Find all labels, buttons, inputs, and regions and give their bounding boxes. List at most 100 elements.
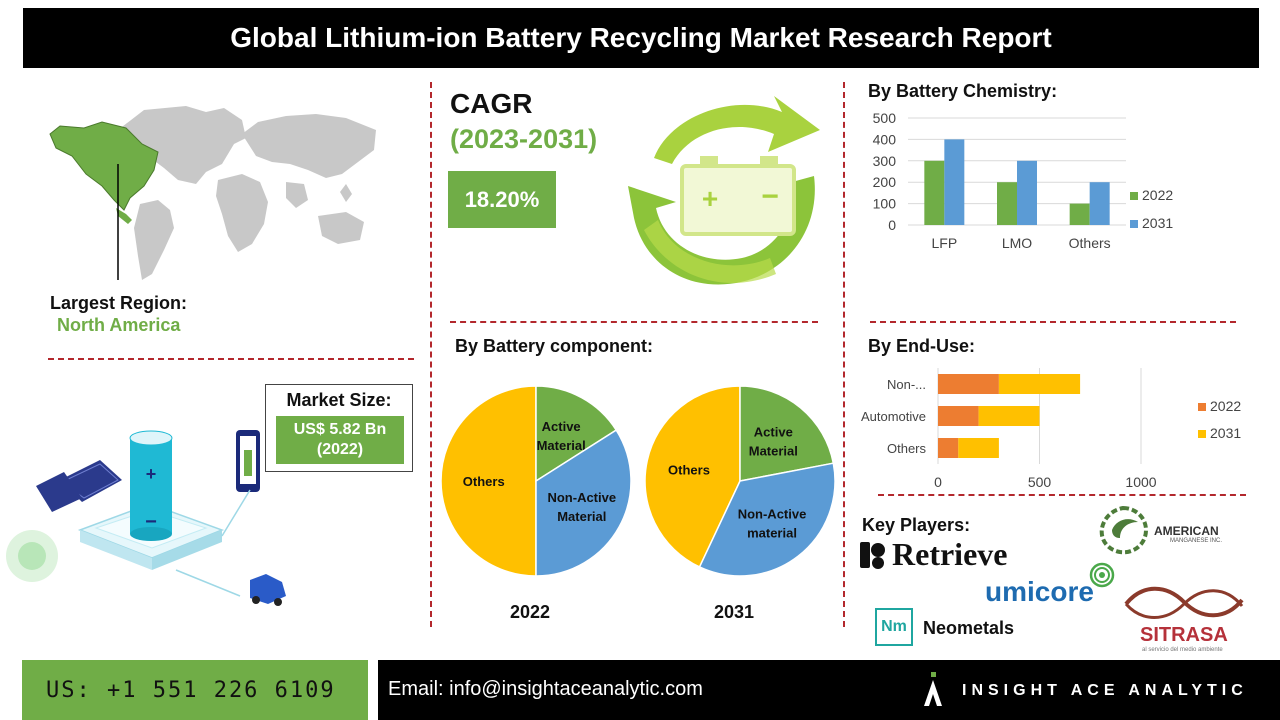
bar-2022-others bbox=[1069, 203, 1090, 225]
legend-label-2022: 2022 bbox=[1142, 187, 1173, 203]
y-tick-label: 200 bbox=[873, 174, 897, 190]
key-players-heading: Key Players: bbox=[862, 515, 971, 535]
y-tick-label: 100 bbox=[873, 196, 897, 212]
market-size-label: Market Size: bbox=[286, 390, 392, 410]
pie-label-2022-0: Others bbox=[463, 474, 505, 489]
divider-left bbox=[48, 358, 414, 360]
bar-2022-lfp bbox=[924, 160, 945, 225]
x-tick-label: LMO bbox=[1002, 235, 1032, 251]
y-tick-label: Others bbox=[887, 441, 927, 456]
cagr-value: 18.20% bbox=[448, 171, 556, 228]
bar-2031-2 bbox=[958, 438, 999, 458]
y-tick-label: 500 bbox=[873, 110, 897, 126]
largest-region-label: Largest Region: bbox=[50, 293, 188, 313]
component-pie-charts: Others Active Material Non-Active Material 20… bbox=[440, 385, 836, 622]
end-use-heading: By End-Use: bbox=[868, 336, 976, 356]
divider-vertical-left bbox=[430, 82, 432, 627]
pie-slice-2022-0 bbox=[440, 385, 537, 577]
footer-phone: US: +1 551 226 6109 bbox=[22, 660, 368, 720]
footer-bar: Email: info@insightaceanalytic.com INSIG… bbox=[378, 660, 1280, 720]
y-tick-label: 300 bbox=[873, 153, 897, 169]
svg-text:−: − bbox=[145, 511, 157, 533]
x-tick-label: 0 bbox=[934, 474, 942, 490]
umicore-name: umicore bbox=[985, 576, 1094, 607]
recycle-battery-icon: + − bbox=[628, 96, 820, 285]
chemistry-heading: By Battery Chemistry: bbox=[868, 81, 1058, 101]
x-tick-label: 500 bbox=[1028, 474, 1052, 490]
retrieve-logo: Retrieve bbox=[860, 536, 1040, 574]
retrieve-mark-icon bbox=[860, 542, 885, 569]
legend-swatch-2031 bbox=[1130, 220, 1138, 228]
footer-email: Email: info@insightaceanalytic.com bbox=[388, 678, 703, 700]
component-heading: By Battery component: bbox=[455, 336, 654, 356]
bar-2022-1 bbox=[938, 406, 979, 426]
pie-year-label: 2031 bbox=[714, 602, 754, 622]
report-title: Global Lithium-ion Battery Recycling Mar… bbox=[23, 8, 1259, 68]
x-tick-label: LFP bbox=[931, 235, 957, 251]
cagr-period: (2023-2031) bbox=[450, 124, 598, 154]
neometals-name: Neometals bbox=[923, 618, 1015, 638]
divider-middle bbox=[450, 321, 818, 323]
pie-label-2031-1: Active Material bbox=[749, 425, 798, 459]
bar-2031-lfp bbox=[944, 139, 965, 225]
legend-label-2031: 2031 bbox=[1210, 425, 1241, 441]
umicore-logo: umicore bbox=[985, 562, 1125, 608]
largest-region-value: North America bbox=[57, 315, 181, 335]
cagr-label: CAGR bbox=[450, 88, 533, 119]
footer-brand: INSIGHT ACE ANALYTIC bbox=[962, 682, 1248, 699]
bar-2031-lmo bbox=[1017, 160, 1037, 225]
world-map bbox=[49, 106, 376, 280]
legend-swatch-2022 bbox=[1130, 192, 1138, 200]
legend-swatch-2031 bbox=[1198, 430, 1206, 438]
sitrasa-tagline: al servicio del medio ambiente bbox=[1142, 647, 1223, 653]
market-size-card: Market Size: US$ 5.82 Bn (2022) bbox=[265, 384, 413, 472]
pie-label-2031-2: Non-Active material bbox=[738, 506, 807, 540]
sitrasa-name: SITRASA bbox=[1140, 624, 1228, 646]
x-tick-label: Others bbox=[1069, 235, 1111, 251]
neometals-logo: Nm Neometals bbox=[875, 608, 1035, 648]
american-manganese-sub: MANGANESE INC. bbox=[1170, 538, 1223, 544]
y-tick-label: 0 bbox=[888, 217, 896, 233]
pie-slice-2022-2 bbox=[535, 429, 632, 577]
pie-slice-2031-1 bbox=[739, 385, 835, 482]
svg-text:+: + bbox=[702, 183, 718, 214]
bar-2031-others bbox=[1089, 182, 1110, 225]
pie-label-2031-0: Others bbox=[668, 463, 710, 478]
legend-swatch-2022 bbox=[1198, 403, 1206, 411]
divider-right-top bbox=[870, 321, 1236, 323]
y-tick-label: Automotive bbox=[861, 409, 926, 424]
sitrasa-logo: SITRASA al servicio del medio ambiente bbox=[1120, 582, 1250, 656]
divider-right-bottom bbox=[878, 494, 1246, 496]
legend-label-2022: 2022 bbox=[1210, 398, 1241, 414]
chemistry-bar-chart: 0 100 200 300 400 500 LFP LMO Others 2022 2031 bbox=[873, 110, 1174, 251]
market-size-value: US$ 5.82 Bn (2022) bbox=[276, 416, 404, 464]
american-manganese-name: AMERICAN bbox=[1154, 524, 1219, 538]
bar-2022-0 bbox=[938, 374, 999, 394]
american-manganese-logo: AMERICAN MANGANESE INC. bbox=[1098, 504, 1238, 556]
y-tick-label: Non-... bbox=[887, 377, 926, 392]
pie-year-label: 2022 bbox=[510, 602, 550, 622]
y-tick-label: 400 bbox=[873, 131, 897, 147]
market-size-year: (2022) bbox=[316, 441, 364, 458]
pie-label-2022-1: Active Material bbox=[537, 419, 586, 453]
bar-2031-0 bbox=[998, 374, 1081, 394]
end-use-bar-chart: 0 500 1000 Non-... Automotive Others 2022 2031 bbox=[861, 368, 1241, 490]
divider-vertical-right bbox=[843, 82, 845, 627]
sitrasa-mark-icon bbox=[1124, 586, 1244, 619]
battery-illustration: + − bbox=[6, 430, 286, 606]
pie-slice-2031-2 bbox=[698, 462, 836, 577]
bar-2031-1 bbox=[978, 406, 1040, 426]
retrieve-name: Retrieve bbox=[892, 536, 1008, 572]
pie-slice-2031-0 bbox=[644, 385, 741, 568]
bar-2022-lmo bbox=[997, 182, 1017, 225]
legend-label-2031: 2031 bbox=[1142, 215, 1173, 231]
pie-label-2022-2: Non-Active Material bbox=[547, 490, 616, 524]
insight-ace-logo-icon bbox=[924, 672, 942, 706]
bar-2022-2 bbox=[938, 438, 959, 458]
pie-slice-2022-1 bbox=[535, 385, 618, 483]
neometals-badge: Nm bbox=[875, 608, 913, 646]
svg-text:+: + bbox=[146, 464, 157, 484]
american-manganese-mark-icon bbox=[1099, 505, 1148, 555]
x-tick-label: 1000 bbox=[1125, 474, 1156, 490]
svg-text:−: − bbox=[761, 180, 779, 213]
